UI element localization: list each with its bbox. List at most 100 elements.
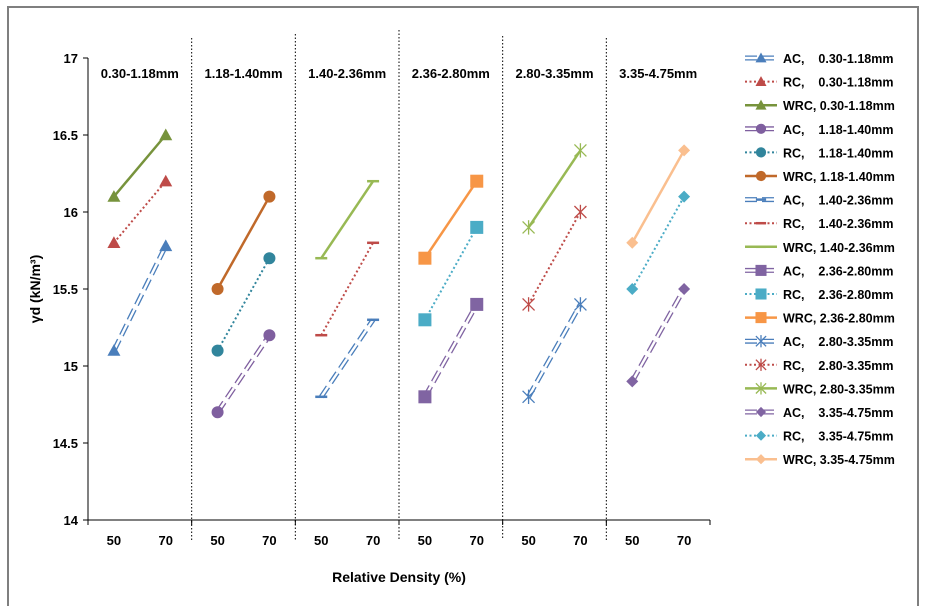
series-rc-4	[522, 204, 587, 312]
legend-item: AC, 1.18-1.40mm	[745, 123, 893, 137]
segment-separators	[191, 30, 607, 540]
y-axis-label: γd (kN/m³)	[27, 255, 43, 323]
data-point	[211, 406, 224, 419]
data-point	[678, 190, 691, 203]
x-tick-label: 70	[262, 533, 276, 548]
legend-swatch-marker	[755, 264, 767, 276]
legend-label: WRC, 2.36-2.80mm	[783, 312, 895, 326]
data-point	[418, 313, 432, 327]
segment-label: 1.18-1.40mm	[204, 66, 282, 81]
legend-label: AC, 2.36-2.80mm	[783, 264, 893, 278]
series-wrc-2	[315, 179, 380, 260]
series-line	[424, 226, 478, 321]
segment-labels: 0.30-1.18mm 1.18-1.40mm 1.40-2.36mm 2.36-2.…	[101, 66, 697, 81]
legend-label: WRC, 1.18-1.40mm	[783, 170, 895, 184]
chart-frame	[7, 6, 919, 606]
data-point	[263, 190, 276, 203]
data-point	[573, 143, 587, 158]
x-axis-label: Relative Density (%)	[332, 569, 466, 585]
segment-label: 1.40-2.36mm	[308, 66, 386, 81]
legend-swatch-marker	[755, 454, 767, 465]
data-point	[626, 375, 639, 388]
series-line	[112, 134, 167, 198]
x-tick-label: 50	[521, 533, 535, 548]
legend-swatch-marker	[755, 170, 767, 182]
legend-swatch-marker	[755, 312, 767, 324]
data-point	[418, 390, 432, 404]
y-tick-label: 15	[64, 359, 78, 374]
legend-label: RC, 1.40-2.36mm	[783, 217, 893, 231]
legend-swatch-marker	[755, 335, 767, 348]
legend-swatch-marker	[755, 52, 767, 63]
data-point	[159, 128, 173, 141]
series-line	[631, 149, 686, 244]
legend-label: WRC, 0.30-1.18mm	[783, 99, 895, 113]
series-wrc-5	[626, 144, 691, 249]
legend-swatch-marker	[755, 147, 767, 158]
legend-label: RC, 1.18-1.40mm	[783, 146, 893, 160]
series-line-inner	[631, 288, 686, 382]
legend-swatch-marker	[755, 358, 767, 371]
series-line	[113, 180, 167, 244]
series-line-inner	[216, 334, 271, 413]
series-layer	[107, 128, 691, 419]
y-tick-label: 14.5	[53, 436, 78, 451]
data-point	[678, 144, 691, 157]
y-tick-label: 14	[64, 513, 79, 528]
x-tick-label: 50	[314, 533, 328, 548]
y-tick-label: 16	[64, 205, 78, 220]
data-point	[159, 239, 173, 252]
x-tick-label: 50	[210, 533, 224, 548]
series-line	[527, 149, 582, 229]
series-rc-3	[418, 220, 484, 327]
y-tick-label: 16.5	[53, 128, 78, 143]
series-wrc-1	[211, 190, 276, 295]
series-wrc-0	[107, 128, 173, 202]
legend-swatch-marker	[755, 99, 767, 110]
legend-item: RC, 2.36-2.80mm	[745, 288, 893, 302]
series-line-inner	[112, 245, 167, 352]
data-point	[573, 297, 587, 312]
data-point	[107, 236, 121, 248]
legend-item: AC, 1.40-2.36mm	[745, 194, 893, 208]
legend-label: AC, 1.18-1.40mm	[783, 123, 893, 137]
series-rc-5	[626, 190, 691, 295]
series-ac-5	[626, 283, 691, 388]
x-tick-label: 50	[625, 533, 639, 548]
legend-label: WRC, 2.80-3.35mm	[783, 382, 895, 396]
legend-item: RC, 1.40-2.36mm	[745, 217, 893, 231]
series-line	[216, 195, 271, 290]
legend-item: AC, 2.80-3.35mm	[745, 335, 893, 349]
legend-label: AC, 1.40-2.36mm	[783, 194, 893, 208]
x-tick-label: 70	[573, 533, 587, 548]
legend-item: WRC, 0.30-1.18mm	[745, 99, 895, 113]
segment-label: 2.80-3.35mm	[515, 66, 593, 81]
legend-item: AC, 2.36-2.80mm	[745, 264, 893, 278]
x-tick-label: 70	[366, 533, 380, 548]
x-tick-label: 70	[677, 533, 691, 548]
y-tick-label: 15.5	[53, 282, 78, 297]
data-point	[263, 252, 276, 265]
data-point	[107, 190, 121, 202]
series-wrc-4	[522, 143, 587, 235]
data-point	[470, 174, 484, 188]
legend-label: WRC, 1.40-2.36mm	[783, 241, 895, 255]
x-tick-label: 70	[470, 533, 484, 548]
series-ac-3	[418, 297, 484, 404]
series-line	[216, 257, 271, 352]
legend-label: RC, 2.36-2.80mm	[783, 288, 893, 302]
legend-item: WRC, 3.35-4.75mm	[745, 453, 895, 467]
segment-label: 0.30-1.18mm	[101, 66, 179, 81]
legend: AC, 0.30-1.18mm RC, 0.30-1.18mm WRC, 0.30-…	[745, 52, 895, 467]
legend-item: RC, 0.30-1.18mm	[745, 76, 893, 90]
series-line-inner	[423, 303, 478, 398]
series-rc-2	[315, 241, 380, 337]
legend-label: AC, 3.35-4.75mm	[783, 406, 893, 420]
legend-item: WRC, 2.36-2.80mm	[745, 312, 895, 326]
legend-swatch-marker	[755, 406, 767, 418]
legend-item: WRC, 2.80-3.35mm	[745, 382, 895, 396]
legend-item: AC, 3.35-4.75mm	[745, 406, 893, 420]
legend-item: RC, 2.80-3.35mm	[745, 358, 893, 373]
data-point	[159, 174, 173, 187]
